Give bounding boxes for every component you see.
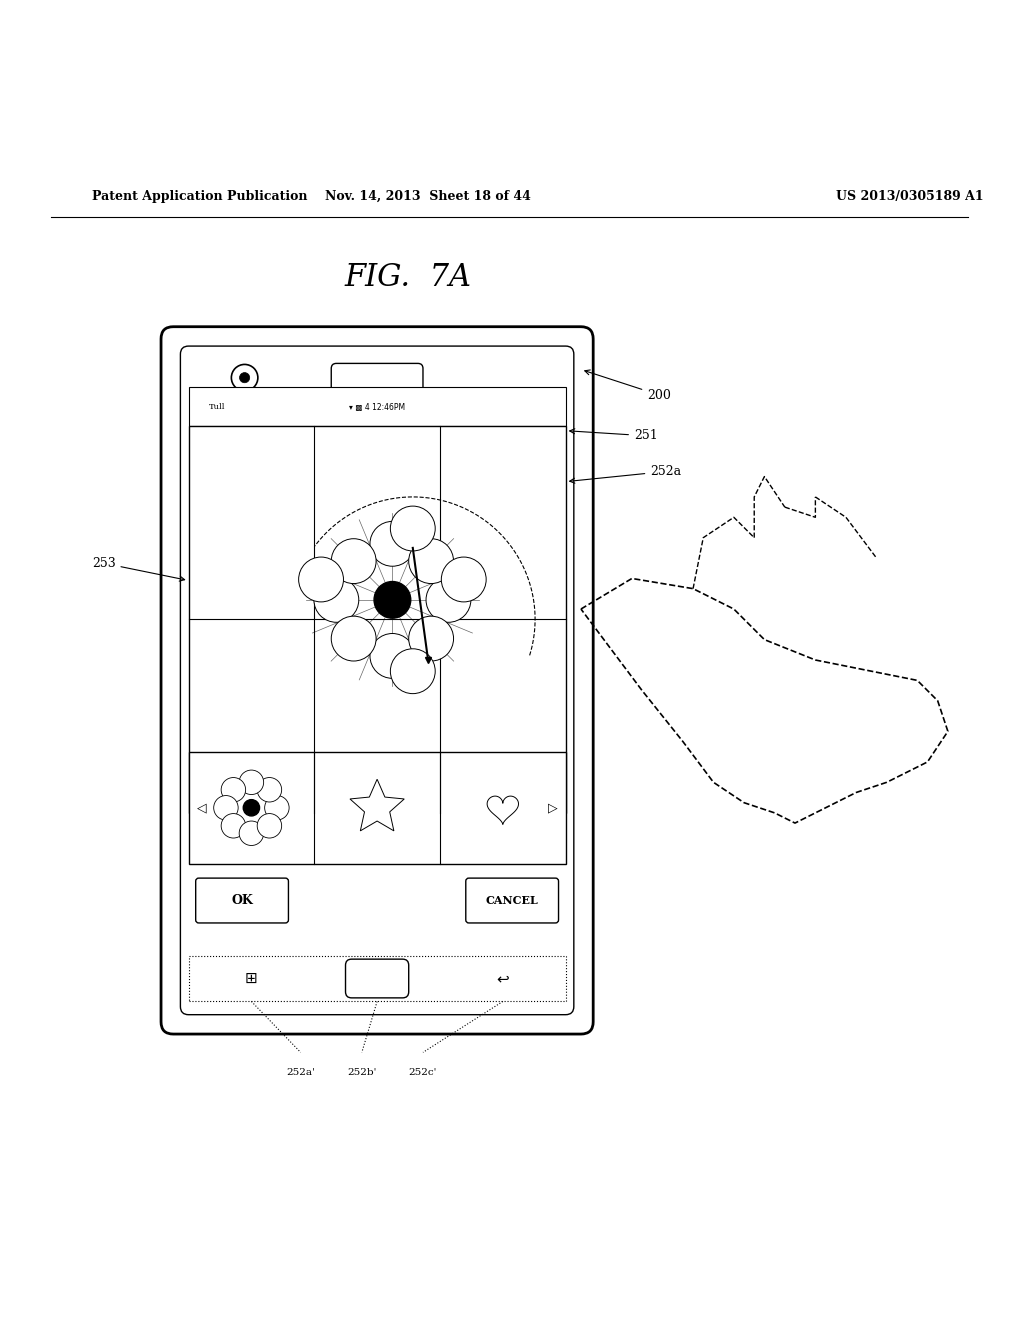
Circle shape <box>214 796 239 820</box>
Text: ↩: ↩ <box>497 972 509 986</box>
Text: 252a': 252a' <box>287 1068 315 1077</box>
Text: ◁: ◁ <box>197 801 206 814</box>
Circle shape <box>409 539 454 583</box>
Circle shape <box>331 539 376 583</box>
FancyBboxPatch shape <box>345 960 409 998</box>
Text: FIG.  7A: FIG. 7A <box>344 263 471 293</box>
Bar <box>188 425 565 813</box>
Text: US 2013/0305189 A1: US 2013/0305189 A1 <box>836 190 983 203</box>
Text: OK: OK <box>231 894 253 907</box>
Circle shape <box>426 577 471 622</box>
FancyBboxPatch shape <box>466 878 558 923</box>
Circle shape <box>257 813 282 838</box>
Text: 251: 251 <box>569 429 657 442</box>
Circle shape <box>390 506 435 550</box>
Circle shape <box>441 557 486 602</box>
Circle shape <box>409 616 454 661</box>
Circle shape <box>314 577 358 622</box>
Text: Nov. 14, 2013  Sheet 18 of 44: Nov. 14, 2013 Sheet 18 of 44 <box>326 190 531 203</box>
Circle shape <box>390 649 435 693</box>
Circle shape <box>231 364 258 391</box>
Circle shape <box>244 800 259 816</box>
Circle shape <box>240 770 263 795</box>
Bar <box>188 387 565 425</box>
Text: ▷: ▷ <box>548 801 557 814</box>
Circle shape <box>374 582 411 618</box>
Text: 252b': 252b' <box>347 1068 377 1077</box>
Bar <box>188 956 565 1002</box>
Circle shape <box>240 372 250 383</box>
Polygon shape <box>350 779 404 830</box>
FancyBboxPatch shape <box>161 327 593 1034</box>
Bar <box>188 751 565 863</box>
FancyBboxPatch shape <box>331 363 423 392</box>
FancyBboxPatch shape <box>196 878 289 923</box>
Circle shape <box>257 777 282 803</box>
Text: 200: 200 <box>585 370 671 401</box>
Text: Tull: Tull <box>209 403 225 412</box>
Circle shape <box>370 634 415 678</box>
Circle shape <box>264 796 289 820</box>
Text: CANCEL: CANCEL <box>485 895 539 906</box>
Text: 252c': 252c' <box>409 1068 437 1077</box>
Circle shape <box>370 521 415 566</box>
FancyBboxPatch shape <box>180 346 573 1015</box>
Circle shape <box>240 821 263 846</box>
Circle shape <box>331 616 376 661</box>
Text: 253: 253 <box>92 557 184 581</box>
Text: Patent Application Publication: Patent Application Publication <box>92 190 307 203</box>
Text: ⊞: ⊞ <box>245 972 258 986</box>
Text: 252a: 252a <box>569 465 681 483</box>
Text: ▾ ▩ 4 12:46PM: ▾ ▩ 4 12:46PM <box>349 403 406 412</box>
Circle shape <box>299 557 343 602</box>
Circle shape <box>221 813 246 838</box>
Circle shape <box>221 777 246 803</box>
